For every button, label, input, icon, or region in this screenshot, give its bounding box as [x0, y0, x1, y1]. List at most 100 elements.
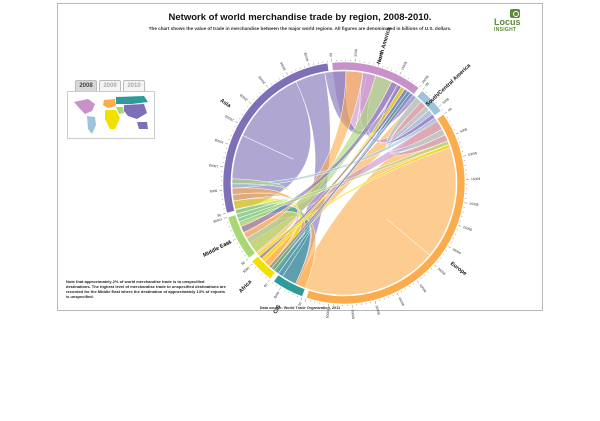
chart-frame: Network of world merchandise trade by re… [57, 3, 543, 319]
tick-mark [291, 71, 293, 73]
flow-ribbon-15[interactable] [240, 81, 398, 233]
tick-mark [424, 274, 426, 276]
tick-mark [232, 130, 234, 132]
tick-label: 1500$ [400, 61, 408, 71]
tick-mark [442, 254, 445, 256]
tick-mark [422, 87, 425, 90]
tick-mark [224, 217, 228, 219]
tick-mark [401, 290, 402, 292]
tick-mark [263, 89, 265, 91]
tick-label: 2000$ [224, 114, 234, 122]
tick-mark [450, 242, 452, 244]
tick-label: 500$ [460, 127, 468, 134]
region-arc-africa[interactable] [251, 255, 276, 280]
region-label-asia: Asia [219, 98, 233, 110]
flow-ribbon-28[interactable] [268, 92, 414, 269]
tick-mark [399, 71, 402, 75]
tick-mark [239, 118, 241, 119]
tick-mark [396, 292, 399, 296]
tick-mark [247, 106, 249, 108]
tick-mark [434, 264, 437, 268]
flow-ribbon-0[interactable] [296, 119, 457, 296]
region-arc-cis[interactable] [273, 274, 306, 297]
tick-mark [440, 257, 442, 259]
tick-mark [441, 109, 444, 111]
tick-mark [265, 276, 267, 278]
tick-label: 3500$ [279, 61, 287, 71]
tab-2010[interactable]: 2010 [123, 80, 145, 91]
tick-label: 5000$ [375, 305, 381, 315]
chart-title: Network of world merchandise trade by re… [168, 12, 432, 23]
region-arc-south-central-america[interactable] [416, 90, 442, 117]
tick-label: 500$ [242, 266, 250, 274]
region-arc-middle-east[interactable] [227, 214, 256, 259]
tick-mark [429, 95, 431, 97]
tick-mark [241, 250, 243, 252]
tick-mark [455, 132, 459, 135]
tick-mark [276, 284, 278, 287]
tick-mark [411, 80, 413, 82]
tick-label: 3500$ [437, 267, 447, 276]
tick-label: 500$ [210, 189, 218, 193]
tick-mark [426, 91, 428, 94]
tick-mark [377, 62, 380, 66]
tick-mark [446, 116, 449, 118]
tick-mark [430, 268, 433, 270]
world-region-map[interactable] [67, 91, 155, 139]
tick-label: 6000$ [325, 309, 330, 319]
tick-layer: 0$ 500$ 1000$1500$2000$0$500$0$500$1000$15… [209, 49, 481, 319]
tick-label: 500$ [354, 49, 359, 57]
tick-mark [395, 71, 397, 73]
tick-mark [288, 291, 290, 294]
tick-mark [244, 254, 246, 256]
tick-mark [232, 234, 234, 236]
chart-subtitle: The chart shows the value of trade in me… [148, 26, 452, 31]
tick-label: 1000$ [467, 151, 477, 157]
year-tabs: 2008 2009 2010 [75, 80, 145, 91]
tick-mark [270, 83, 272, 85]
tick-mark [453, 129, 455, 131]
tick-mark [245, 258, 249, 261]
tick-mark [266, 85, 269, 88]
tick-mark [241, 114, 243, 116]
flow-ribbon-18[interactable] [386, 105, 433, 147]
tick-mark [300, 297, 303, 301]
flow-ribbon-26[interactable] [256, 144, 451, 257]
logo-tagline: INSIGHT [494, 27, 517, 33]
region-label-europe: Europe [449, 261, 468, 277]
region-arc-layer [222, 61, 466, 305]
tick-mark [451, 124, 453, 126]
tick-mark [413, 283, 415, 285]
tick-label: 4000$ [303, 52, 309, 62]
tick-mark [374, 300, 377, 304]
region-label-africa: Africa [238, 278, 254, 294]
flow-ribbon-24[interactable] [273, 228, 312, 277]
tick-mark [222, 213, 226, 215]
tick-label: 500$ [273, 291, 280, 299]
tick-mark [274, 80, 276, 83]
tick-label: 1000$ [213, 217, 223, 223]
region-arc-europe[interactable] [305, 113, 466, 305]
ribbon-layer [231, 70, 457, 296]
tick-label: 0$ [447, 107, 452, 112]
region-arc-north-america[interactable] [331, 61, 420, 95]
tick-mark [272, 282, 274, 284]
tick-label: 2000$ [469, 201, 479, 206]
tick-mark [452, 238, 454, 239]
tick-mark [304, 298, 307, 302]
tick-mark [267, 279, 270, 283]
tab-2009[interactable]: 2009 [99, 80, 121, 91]
logo-icon [510, 9, 520, 18]
tick-mark [256, 95, 258, 97]
tick-mark [405, 288, 407, 290]
footnote: Note that approximately 2% of world merc… [66, 279, 226, 299]
tick-mark [416, 280, 419, 284]
tick-mark [232, 238, 236, 241]
tick-mark [432, 98, 434, 100]
tick-mark [454, 233, 457, 235]
tick-label: 500$ [224, 240, 233, 247]
tick-label: 5500$ [351, 310, 356, 320]
region-arc-asia[interactable] [222, 62, 330, 214]
tab-2008[interactable]: 2008 [75, 80, 97, 91]
flow-ribbon-29[interactable] [235, 198, 291, 219]
